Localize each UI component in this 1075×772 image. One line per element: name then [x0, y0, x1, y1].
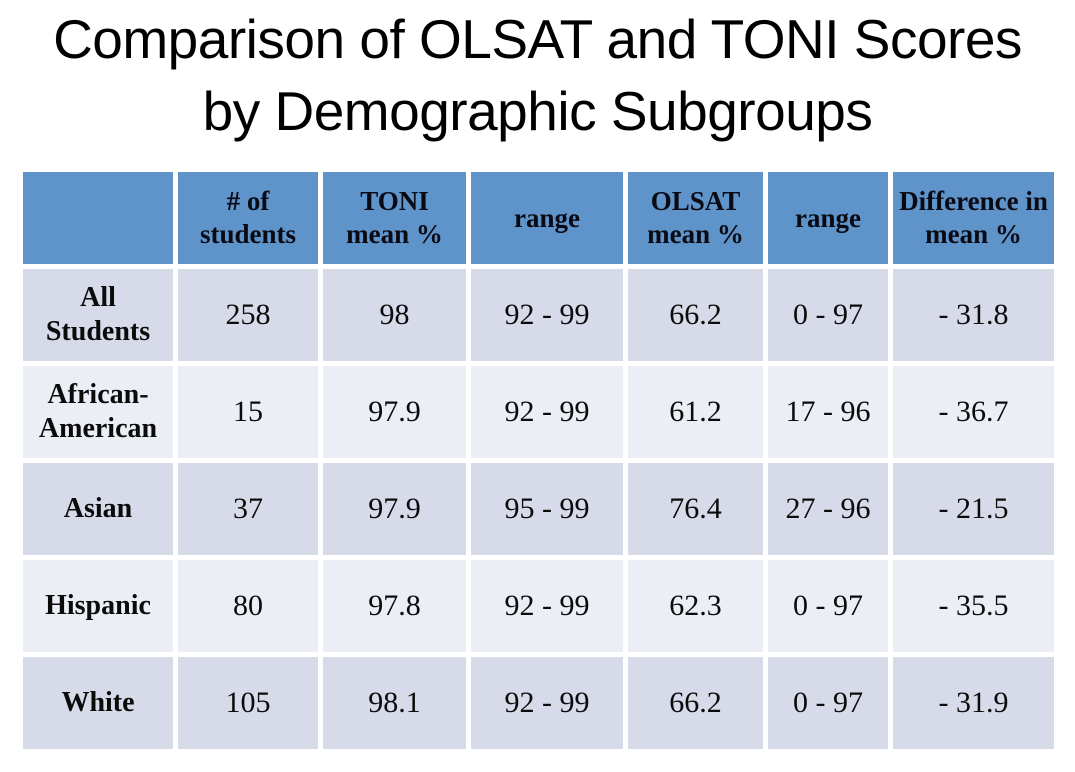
data-cell: 0 - 97 — [768, 269, 888, 361]
page-title: Comparison of OLSAT and TONI Scores by D… — [0, 4, 1075, 147]
data-cell: 92 - 99 — [471, 366, 623, 458]
page-title-line-1: Comparison of OLSAT and TONI Scores — [53, 8, 1022, 70]
data-cell: 105 — [178, 657, 318, 749]
row-label-white: White — [23, 657, 173, 749]
data-cell: 66.2 — [628, 269, 763, 361]
data-cell: 98.1 — [323, 657, 466, 749]
data-cell: 62.3 — [628, 560, 763, 652]
col-header-difference: Difference in mean % — [893, 172, 1054, 264]
data-cell: 258 — [178, 269, 318, 361]
data-cell: 37 — [178, 463, 318, 555]
col-header-toni-range: range — [471, 172, 623, 264]
data-cell: 95 - 99 — [471, 463, 623, 555]
data-cell: 15 — [178, 366, 318, 458]
data-cell: 0 - 97 — [768, 657, 888, 749]
data-cell: 92 - 99 — [471, 560, 623, 652]
data-cell: 0 - 97 — [768, 560, 888, 652]
data-cell: 97.9 — [323, 463, 466, 555]
col-header-students: # of students — [178, 172, 318, 264]
data-cell: 66.2 — [628, 657, 763, 749]
data-cell: - 21.5 — [893, 463, 1054, 555]
data-cell: 92 - 99 — [471, 657, 623, 749]
data-cell: - 35.5 — [893, 560, 1054, 652]
data-cell: 76.4 — [628, 463, 763, 555]
col-header-blank — [23, 172, 173, 264]
row-label-african-american: African-American — [23, 366, 173, 458]
data-cell: 97.9 — [323, 366, 466, 458]
data-cell: 98 — [323, 269, 466, 361]
data-cell: 17 - 96 — [768, 366, 888, 458]
col-header-toni-mean: TONI mean % — [323, 172, 466, 264]
data-cell: - 36.7 — [893, 366, 1054, 458]
data-cell: 61.2 — [628, 366, 763, 458]
data-cell: 80 — [178, 560, 318, 652]
data-cell: 97.8 — [323, 560, 466, 652]
data-cell: - 31.8 — [893, 269, 1054, 361]
col-header-olsat-range: range — [768, 172, 888, 264]
col-header-olsat-mean: OLSAT mean % — [628, 172, 763, 264]
row-label-asian: Asian — [23, 463, 173, 555]
row-label-hispanic: Hispanic — [23, 560, 173, 652]
row-label-all-students: All Students — [23, 269, 173, 361]
data-cell: 92 - 99 — [471, 269, 623, 361]
data-cell: - 31.9 — [893, 657, 1054, 749]
scores-table: # of students TONI mean % range OLSAT me… — [23, 172, 1054, 749]
data-cell: 27 - 96 — [768, 463, 888, 555]
page-title-line-2: by Demographic Subgroups — [202, 79, 873, 142]
